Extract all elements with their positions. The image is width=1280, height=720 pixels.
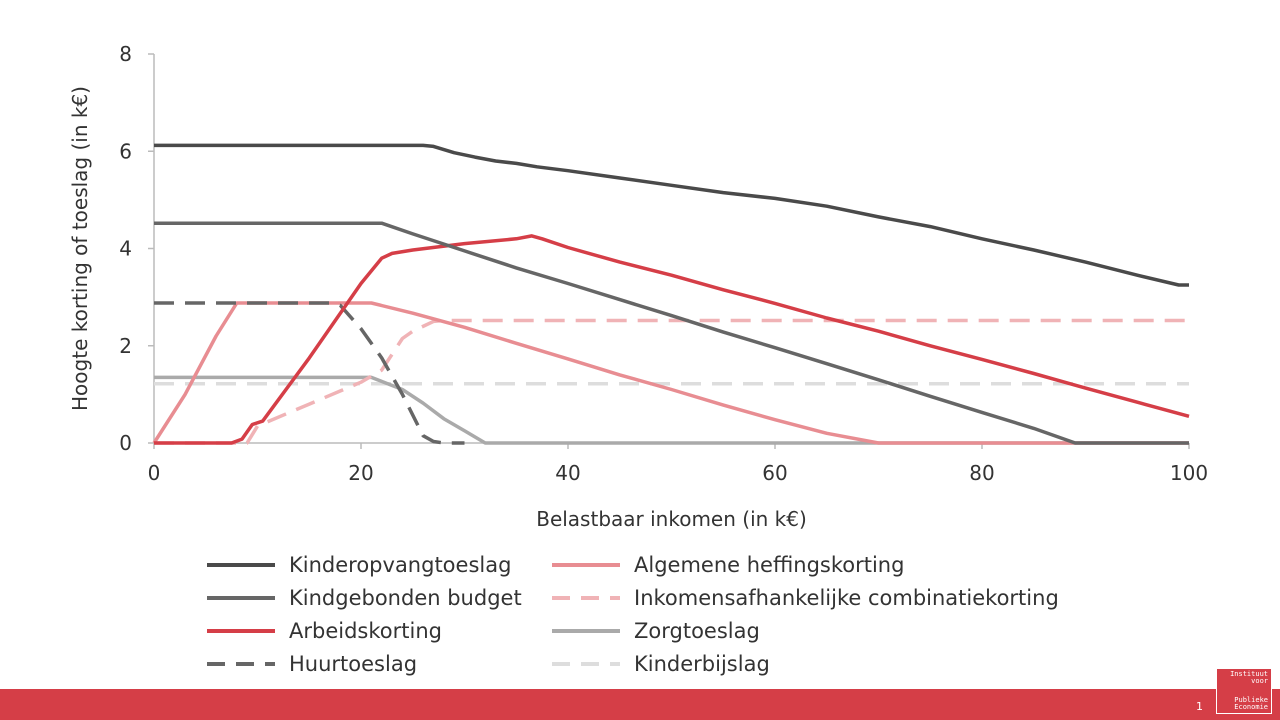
legend-swatch [207,661,275,666]
legend-swatch [207,595,275,600]
legend-swatch [552,628,620,633]
series-line-zorgtoeslag [154,375,1189,445]
legend-label: Zorgtoeslag [634,618,760,643]
legend-label: Huurtoeslag [289,651,418,676]
legend-label: Arbeidskorting [289,618,442,643]
y-tick-label: 8 [119,42,132,66]
legend-item: Inkomensafhankelijke combinatiekorting [550,581,1070,614]
legend-swatch [552,661,620,666]
logo-text-bottom: Publieke Economie [1234,696,1268,711]
legend-item: Kindgebonden budget [205,581,550,614]
y-tick-label: 0 [119,431,132,455]
series-line-huurtoeslag [154,301,465,445]
series-line-algemene-heffingskorting [152,301,1189,445]
legend-item: Kinderopvangtoeslag [205,548,550,581]
legend-item: Algemene heffingskorting [550,548,1070,581]
series-line-kinderopvangtoeslag [154,143,1189,287]
series-line-kindgebonden-budget [154,221,1189,445]
footer-bar [0,689,1280,720]
institute-logo: Instituut voor Publieke Economie [1216,668,1272,714]
chart-legend: Kinderopvangtoeslag Algemene heffingskort… [205,548,1070,680]
legend-label: Kinderbijslag [634,651,770,676]
x-tick-label: 80 [969,461,994,485]
y-tick-label: 2 [119,334,132,358]
x-tick-label: 60 [762,461,787,485]
legend-swatch [207,562,275,567]
x-tick-label: 20 [348,461,373,485]
y-tick-label: 4 [119,237,132,261]
y-tick-label: 6 [119,139,132,163]
legend-label: Kindgebonden budget [289,585,522,610]
legend-label: Algemene heffingskorting [634,552,905,577]
logo-text-top: Instituut voor [1230,670,1268,685]
x-tick-label: 0 [148,461,161,485]
legend-swatch [552,562,620,567]
series-line-arbeidskorting [154,234,1190,445]
series-line-inkomensafhankelijke-combinatiekorting [154,318,1189,445]
x-axis-title: Belastbaar inkomen (in k€) [536,507,807,531]
legend-swatch [552,595,620,600]
legend-label: Inkomensafhankelijke combinatiekorting [634,585,1059,610]
y-axis-title: Hoogte korting of toeslag (in k€) [68,86,92,411]
legend-item: Zorgtoeslag [550,614,1070,647]
legend-swatch [207,628,275,633]
x-tick-label: 100 [1170,461,1208,485]
legend-item: Kinderbijslag [550,647,1070,680]
x-tick-label: 40 [555,461,580,485]
legend-label: Kinderopvangtoeslag [289,552,512,577]
legend-item: Arbeidskorting [205,614,550,647]
page-number: 1 [1196,700,1203,713]
legend-item: Huurtoeslag [205,647,550,680]
